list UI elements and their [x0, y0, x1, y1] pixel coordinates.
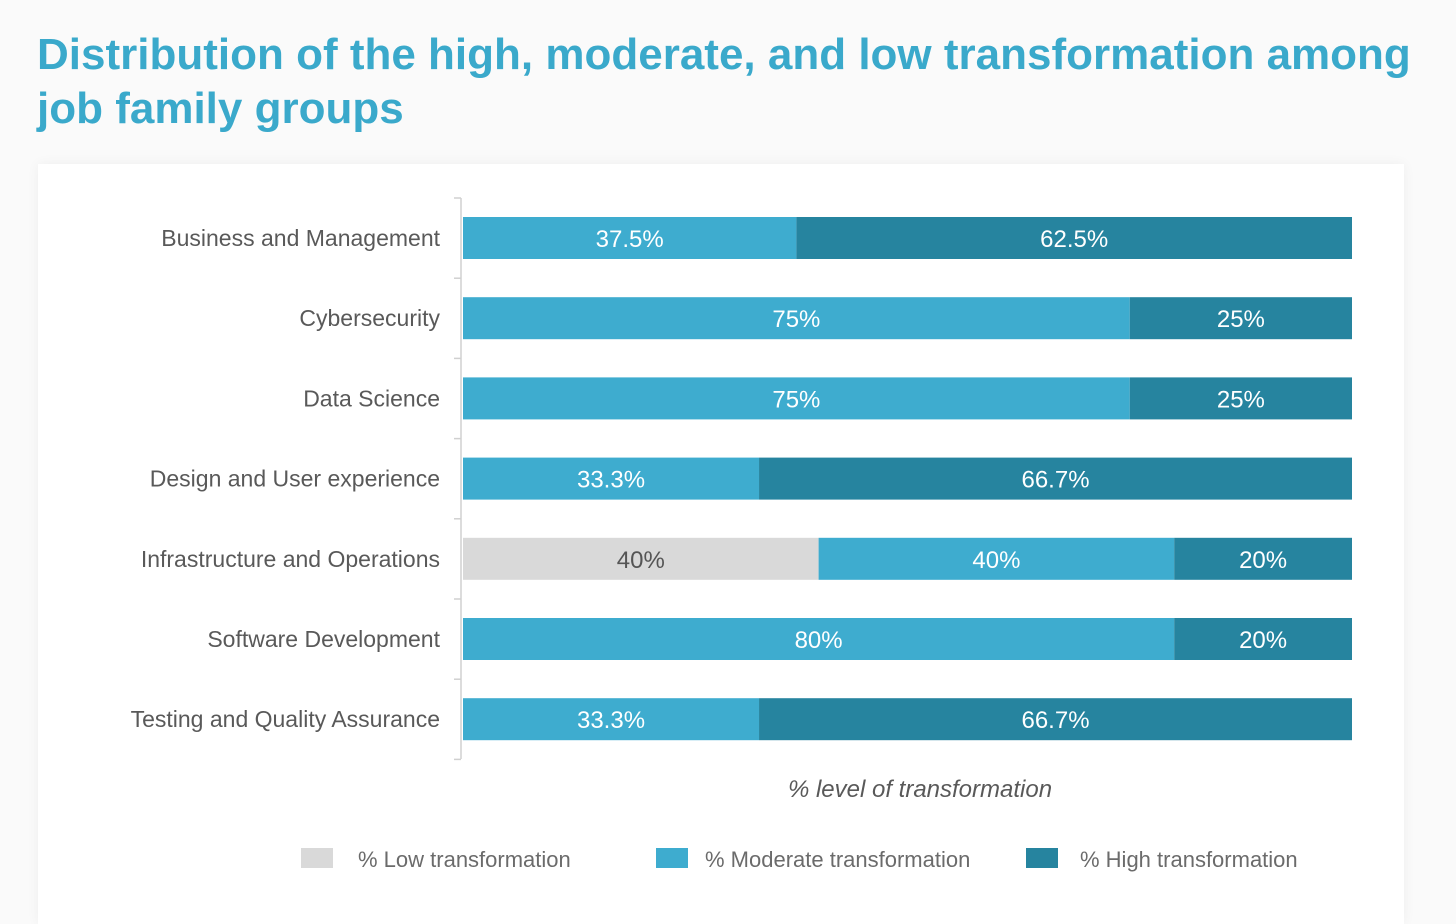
- data-label: 33.3%: [577, 467, 645, 494]
- bar-segment: [463, 537, 819, 580]
- bar-segment: [463, 297, 1130, 340]
- data-label: 37.5%: [596, 226, 664, 253]
- chart-title: Distribution of the high, moderate, and …: [37, 30, 1411, 133]
- category-label: Infrastructure and Operations: [141, 546, 440, 572]
- category-label: Design and User experience: [150, 466, 440, 492]
- data-label: 40%: [617, 547, 665, 574]
- bar-segment: [463, 217, 797, 259]
- x-axis-label: % level of transformation: [788, 776, 1052, 803]
- bar-segment: [463, 377, 1130, 420]
- data-label: 62.5%: [1040, 226, 1108, 253]
- bar-segment: [463, 698, 760, 741]
- data-label: 75%: [772, 386, 820, 413]
- data-label: 25%: [1217, 306, 1265, 333]
- category-label: Business and Management: [161, 225, 440, 251]
- bar-segment: [759, 457, 1352, 500]
- bar-segment: [759, 698, 1352, 741]
- data-label: 80%: [795, 627, 843, 654]
- legend-swatch-moderate: [656, 848, 688, 868]
- legend-swatch-high: [1026, 848, 1058, 868]
- legend-label-high: % High transformation: [1080, 847, 1298, 872]
- data-label: 33.3%: [577, 707, 645, 734]
- bar-segment: [1174, 537, 1352, 580]
- category-label: Cybersecurity: [299, 305, 440, 331]
- data-label: 20%: [1239, 547, 1287, 574]
- bar-segment: [1129, 377, 1352, 420]
- bar-segment: [1129, 297, 1352, 340]
- bar-segment: [463, 457, 760, 500]
- data-label: 66.7%: [1021, 707, 1089, 734]
- category-label: Testing and Quality Assurance: [131, 706, 440, 732]
- bar-segment: [796, 217, 1352, 259]
- data-label: 20%: [1239, 627, 1287, 654]
- bar-segment: [463, 618, 1175, 660]
- data-label: 75%: [772, 306, 820, 333]
- legend-label-low: % Low transformation: [358, 847, 571, 872]
- bar-segment: [818, 537, 1175, 580]
- legend-swatch-low: [301, 848, 333, 868]
- legend-label-moderate: % Moderate transformation: [705, 847, 971, 872]
- category-label: Software Development: [207, 626, 440, 652]
- stacked-bar-chart: Business and Management 37.5% 62.5% Cyberse…: [131, 197, 1352, 803]
- data-label: 40%: [972, 547, 1020, 574]
- category-label: Data Science: [303, 385, 440, 411]
- data-label: 66.7%: [1021, 467, 1089, 494]
- bar-segment: [1174, 618, 1352, 660]
- data-label: 25%: [1217, 386, 1265, 413]
